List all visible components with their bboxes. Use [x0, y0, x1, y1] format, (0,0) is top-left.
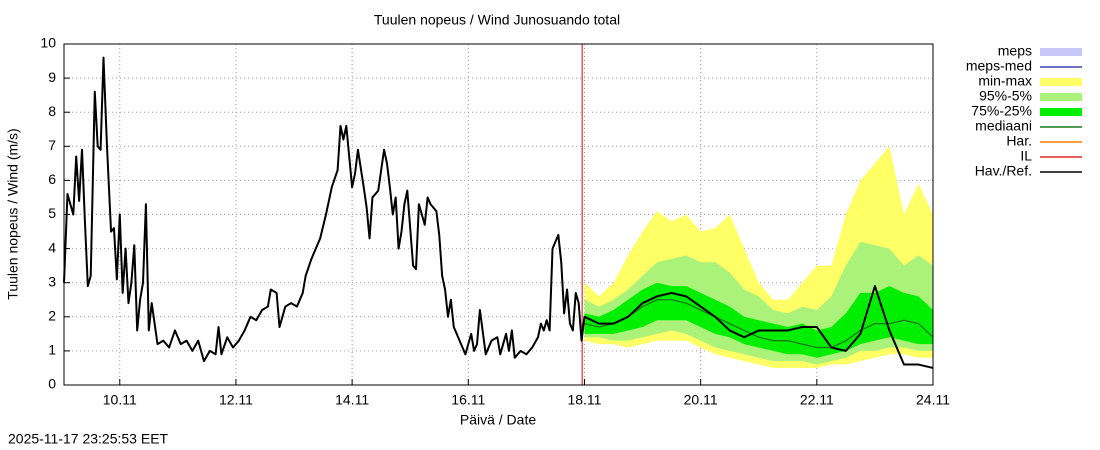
y-tick-label: 1 [48, 342, 56, 358]
line [63, 56, 934, 369]
chart-title: Tuulen nopeus / Wind Junosuando total [374, 12, 620, 28]
legend-swatch [1040, 78, 1082, 86]
timestamp: 2025-11-17 23:25:53 EET [8, 431, 169, 447]
legend-swatch [1040, 48, 1082, 56]
x-tick-label: 22.11 [800, 392, 834, 408]
legend-label: min-max [978, 73, 1032, 89]
y-tick-label: 0 [48, 376, 56, 392]
x-tick-label: 12.11 [219, 392, 253, 408]
legend-label: 95%-5% [979, 88, 1032, 104]
line [584, 299, 934, 349]
legend-label: 75%-25% [971, 103, 1032, 119]
y-tick-label: 7 [48, 137, 56, 153]
y-tick-label: 8 [48, 103, 56, 119]
legend-label: mediaani [975, 118, 1032, 134]
x-tick-label: 24.11 [916, 392, 950, 408]
y-tick-label: 3 [48, 273, 56, 289]
y-tick-label: 10 [40, 35, 56, 51]
legend-label: Hav./Ref. [975, 163, 1032, 179]
legend-label: Har. [1006, 133, 1032, 149]
plot-frame [63, 43, 934, 386]
x-tick-label: 14.11 [335, 392, 369, 408]
x-tick-label: 10.11 [103, 392, 137, 408]
x-tick-label: 16.11 [451, 392, 485, 408]
band [584, 282, 933, 358]
legend-label: meps-med [966, 58, 1032, 74]
x-tick-label: 20.11 [684, 392, 718, 408]
x-axis-label: Päivä / Date [460, 412, 536, 428]
y-tick-label: 6 [48, 171, 56, 187]
y-tick-label: 9 [48, 69, 56, 85]
y-tick-label: 4 [48, 239, 56, 255]
legend-label: meps [998, 43, 1032, 59]
legend-swatch [1040, 108, 1082, 116]
y-axis-label: Tuulen nopeus / Wind (m/s) [5, 128, 21, 299]
y-tick-label: 5 [48, 205, 56, 221]
x-tick-label: 18.11 [567, 392, 601, 408]
y-tick-label: 2 [48, 308, 56, 324]
legend-label: IL [1020, 148, 1032, 164]
legend-swatch [1040, 93, 1082, 101]
